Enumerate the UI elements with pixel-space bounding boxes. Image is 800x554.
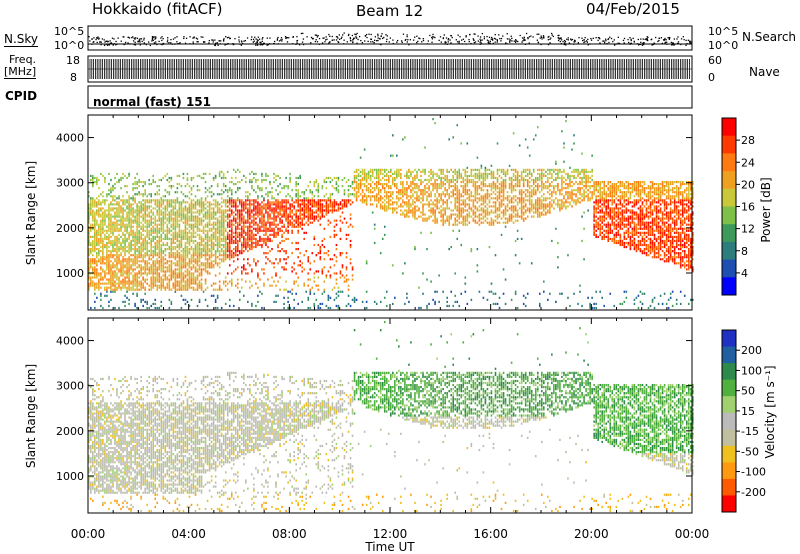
xtick-label: 20:00 [574, 527, 609, 541]
colorbar-tick: -15 [741, 425, 759, 438]
xtick-label: 00:00 [675, 527, 710, 541]
colorbar-tick: 12 [741, 223, 755, 236]
ytick-label: 1000 [56, 267, 84, 280]
colorbar-tick: -50 [741, 445, 759, 458]
noise-right-tick-low: 10^0 [708, 39, 739, 52]
colorbar-tick: 4 [741, 267, 748, 280]
power-ylabel: Slant Range [km] [24, 161, 38, 265]
time-xlabel: Time UT [364, 540, 415, 554]
axes: 1000 2000 3000 4000 1000 2000 3000 4000 00:00 04:… [56, 115, 709, 541]
xtick-label: 08:00 [272, 527, 307, 541]
cpid-value: normal (fast) 151 [93, 95, 211, 109]
xtick-label: 16:00 [473, 527, 508, 541]
colorbar-tick: 24 [741, 156, 755, 169]
colorbar-tick: 16 [741, 201, 755, 214]
nave-tick-high: 60 [708, 54, 722, 67]
freq-series [88, 59, 692, 79]
freq-label: Freq. [9, 53, 37, 66]
noise-left-tick-high: 10^5 [54, 25, 85, 38]
power-heatmap [88, 117, 694, 310]
noise-series [88, 32, 693, 47]
colorbar-tick: -100 [741, 466, 766, 479]
nave-tick-low: 0 [708, 71, 715, 84]
nave-label: Nave [749, 65, 780, 79]
cpid-label: CPID [5, 89, 38, 103]
ytick-label: 4000 [56, 132, 84, 145]
colorbar-tick: 200 [741, 344, 762, 357]
colorbar-tick: 15 [741, 405, 755, 418]
ytick-label: 3000 [56, 380, 84, 393]
xtick-label: 00:00 [71, 527, 106, 541]
freq-tick-high: 18 [66, 54, 80, 67]
power-colorbar-label: Power [dB] [759, 177, 773, 242]
noise-left-tick-low: 10^0 [54, 39, 85, 52]
colorbar-tick: 8 [741, 245, 748, 258]
beam-title: Beam 12 [356, 2, 424, 20]
noise-panel [87, 25, 693, 51]
ytick-label: 2000 [56, 222, 84, 235]
velocity-ylabel: Slant Range [km] [24, 364, 38, 468]
freq-unit: [MHz] [4, 65, 37, 79]
ytick-label: 4000 [56, 335, 84, 348]
velocity-heatmap [88, 320, 694, 513]
xtick-label: 04:00 [171, 527, 206, 541]
power-colorbar: 28 24 20 16 12 8 4 [721, 117, 755, 296]
xtick-label: 12:00 [373, 527, 408, 541]
ytick-label: 3000 [56, 177, 84, 190]
ytick-label: 1000 [56, 470, 84, 483]
colorbar-tick: 100 [741, 364, 762, 377]
cpid-panel [87, 85, 693, 109]
colorbar-tick: 50 [741, 385, 755, 398]
ytick-label: 2000 [56, 425, 84, 438]
colorbar-tick: 20 [741, 178, 755, 191]
colorbar-tick: -200 [741, 486, 766, 499]
velocity-colorbar-label: Velocity [m s⁻¹] [763, 365, 777, 458]
nsearch-label: N.Search [742, 30, 797, 44]
noise-right-tick-high: 10^5 [708, 25, 739, 38]
date-title: 04/Feb/2015 [586, 0, 680, 18]
radar-title: Hokkaido (fitACF) [92, 0, 223, 18]
colorbar-tick: 28 [741, 134, 755, 147]
velocity-colorbar: 200 100 50 15 -15 -50 -100 -200 [721, 329, 766, 513]
freq-tick-low: 8 [70, 71, 77, 84]
nsky-label: N.Sky [4, 32, 39, 47]
